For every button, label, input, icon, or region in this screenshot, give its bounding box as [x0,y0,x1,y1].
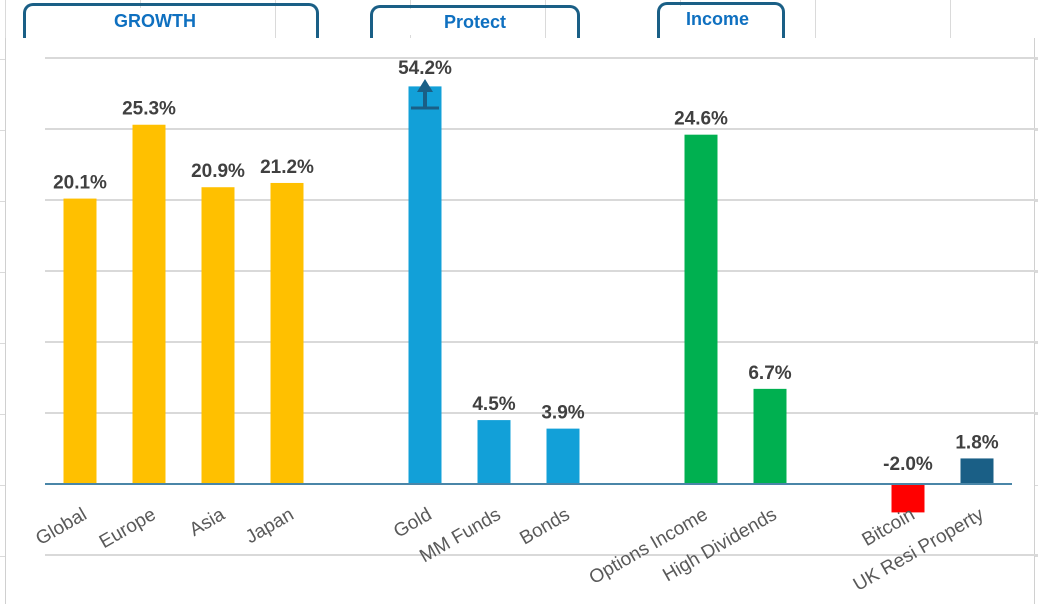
bar-europe [132,124,166,485]
category-label: Global [32,504,90,550]
income-header-tab [657,2,785,38]
data-label: 1.8% [955,432,998,453]
growth-header: GROWTH [65,8,245,60]
category-label: Bonds [516,504,573,549]
data-label: 54.2% [398,58,452,79]
protect-header: Protect [410,9,540,35]
bar-bonds [546,428,580,484]
data-label: 24.6% [674,109,728,130]
growth-header-tab [23,3,319,38]
data-label: 25.3% [122,99,176,120]
data-label: 3.9% [541,403,584,424]
bar-uk-resi-property [960,458,994,484]
data-label: 4.5% [472,394,515,415]
bar-mm-funds [477,420,511,484]
protect-header-tab [370,5,580,38]
bar-high-dividends [753,388,787,484]
data-label: 20.1% [53,173,107,194]
bar-global [63,198,97,484]
bar-japan [270,182,304,484]
category-label: Europe [96,504,160,553]
category-label: Asia [186,504,229,541]
bar-asia [201,187,235,484]
category-label: High Dividends [659,504,780,586]
data-label: 6.7% [748,363,791,384]
category-label: Gold [390,504,435,542]
data-label: 20.9% [191,161,245,182]
bar-bitcoin [891,484,925,513]
category-label: Options Income [586,504,712,589]
category-label: Japan [242,504,297,548]
data-label: 21.2% [260,157,314,178]
income-header: Income [665,6,770,60]
bar-gold [408,86,442,485]
data-label: -2.0% [883,454,933,475]
arrow-head-icon [417,79,433,92]
chart-area [5,38,1035,604]
bar-options-income [684,134,718,484]
